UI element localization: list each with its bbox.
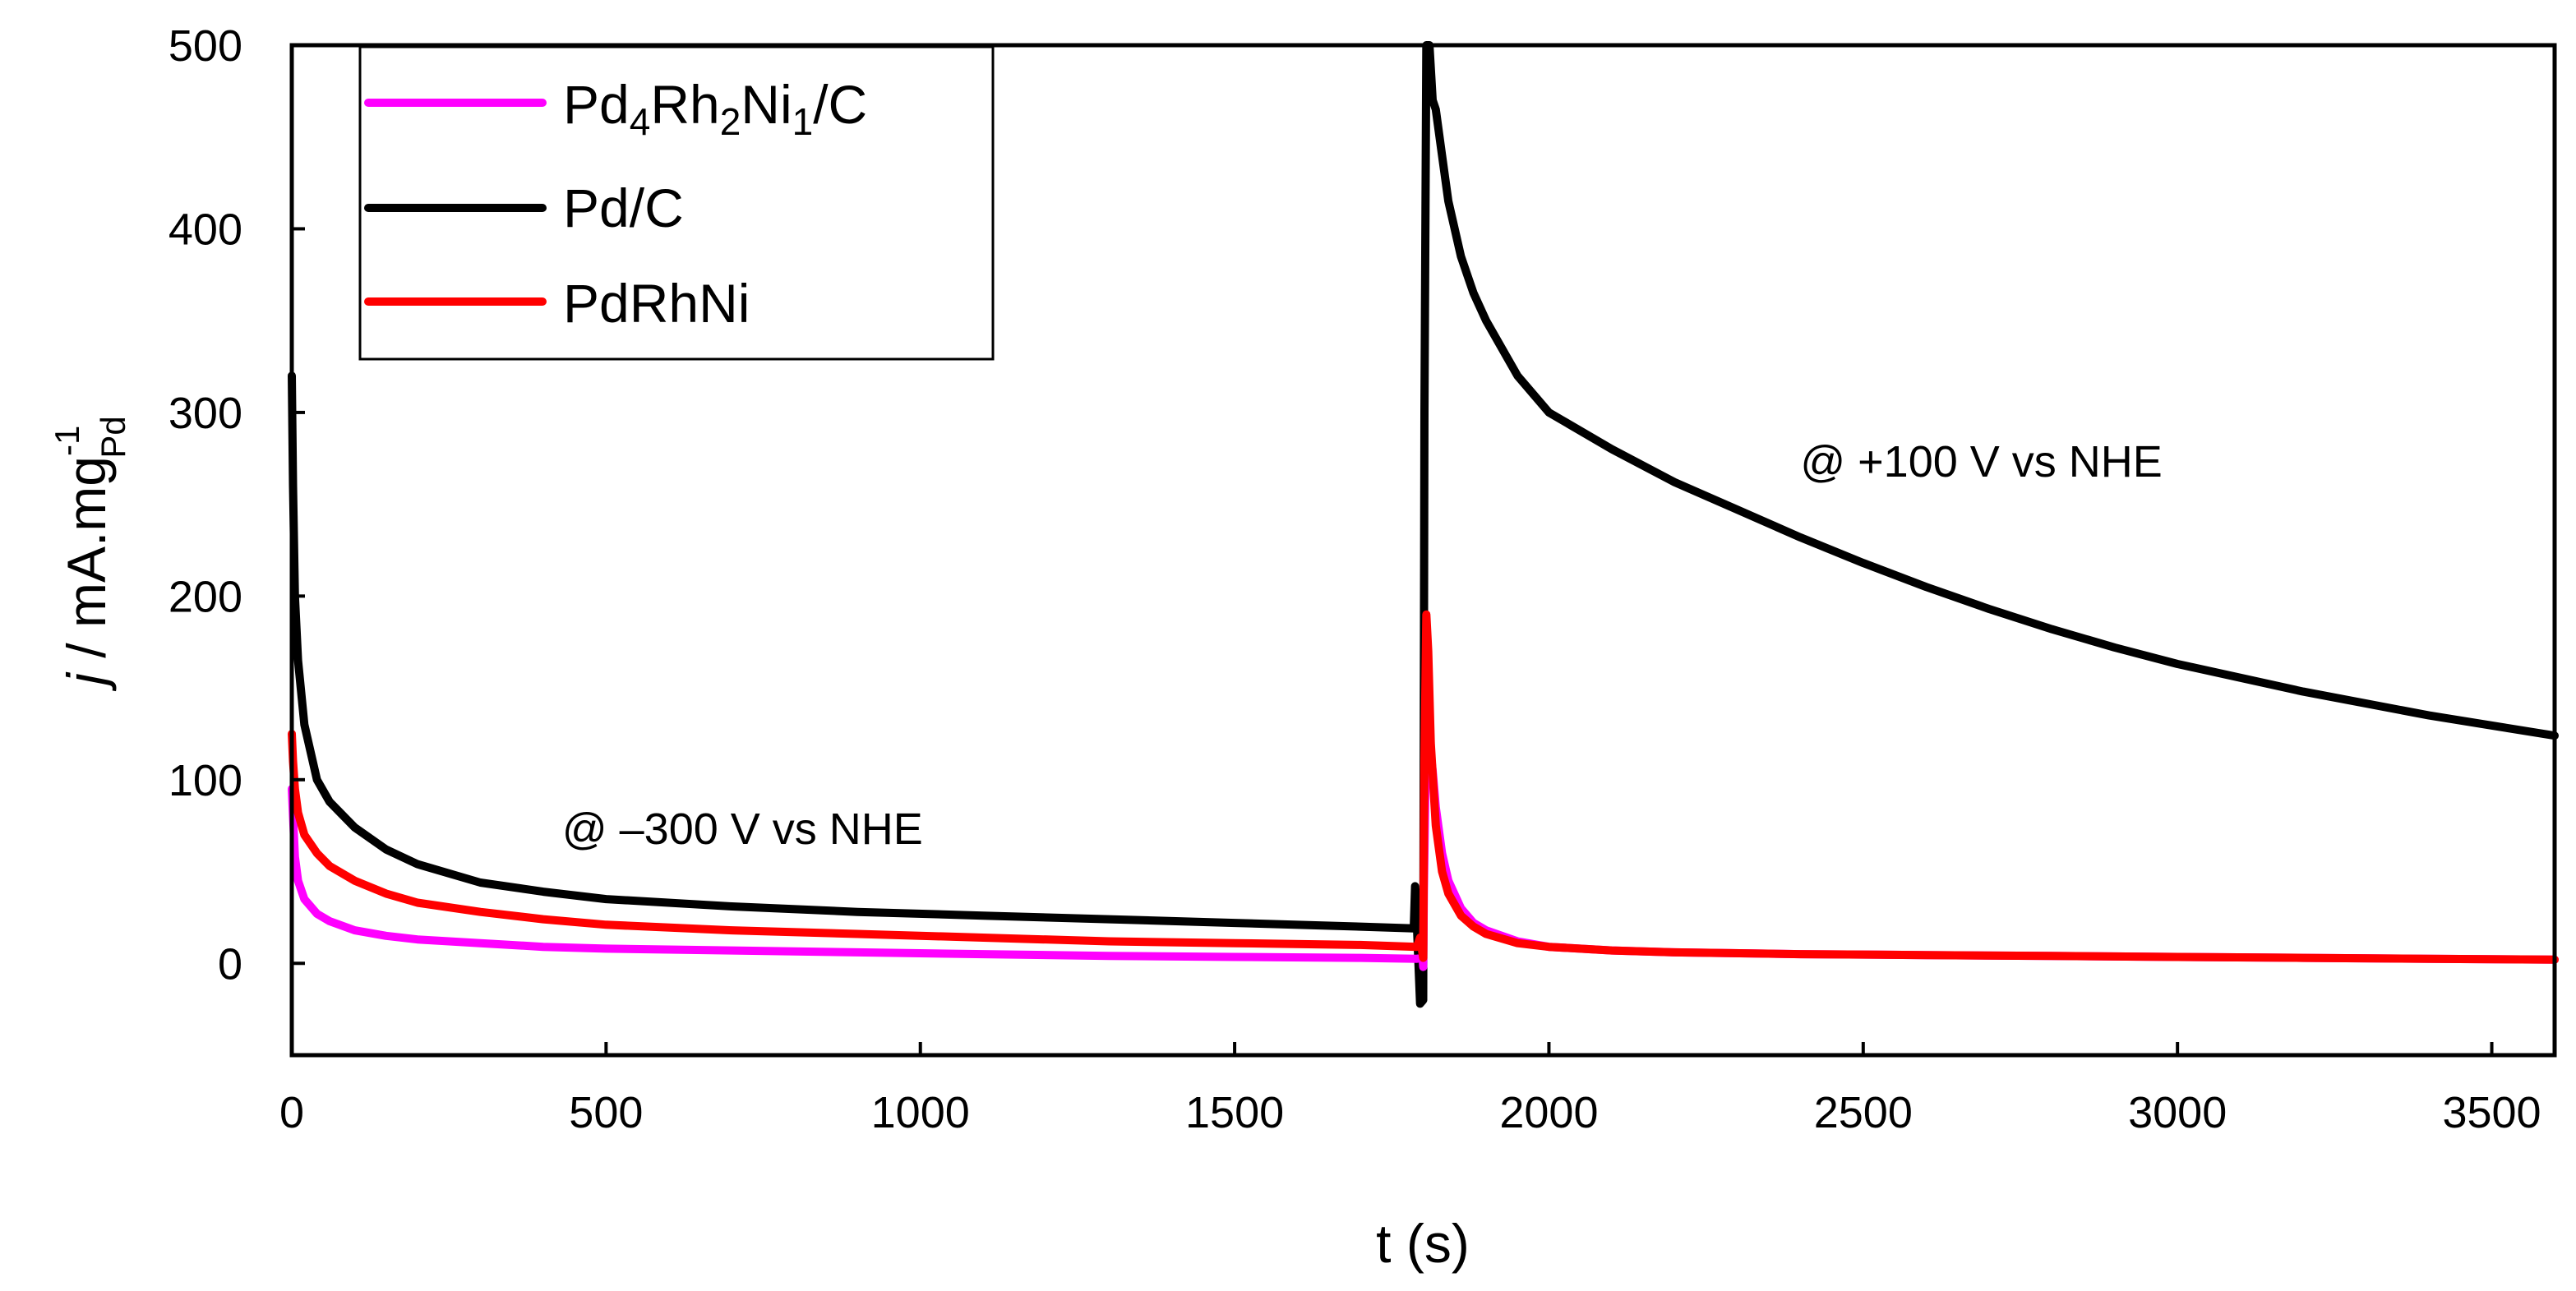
series-line-pdrhni	[288, 610, 2559, 964]
legend-label-subscript: 2	[720, 100, 741, 143]
legend-label-part: /C	[813, 74, 867, 135]
x-tick-label: 1500	[1185, 1088, 1284, 1137]
y-axis-title: j / mA.mg-1 Pd	[48, 416, 132, 691]
y-tick-label: 0	[218, 939, 242, 989]
y-axis-title-superscript: -1	[48, 426, 86, 456]
series-line-pd-c	[288, 41, 2559, 1008]
legend-label-part: Ni	[741, 74, 792, 135]
legend-label-pdrhni: PdRhNi	[563, 273, 750, 334]
x-tick-label: 2500	[1814, 1088, 1913, 1137]
y-axis-title-subscript: Pd	[94, 416, 132, 458]
x-tick-label: 0	[279, 1088, 304, 1137]
legend: Pd4Rh2Ni1/C Pd/C PdRhNi	[358, 45, 995, 361]
annotation-positive-potential: @ +100 V vs NHE	[1800, 437, 2163, 486]
x-tick-label: 2000	[1499, 1088, 1598, 1137]
y-axis-title-text: / mA.mg	[56, 456, 117, 673]
legend-label-part: Rh	[650, 74, 719, 135]
x-tick-label: 1000	[871, 1088, 970, 1137]
annotation-negative-potential: @ –300 V vs NHE	[562, 805, 923, 854]
y-tick-label: 400	[169, 205, 242, 254]
x-tick-label: 3000	[2128, 1088, 2227, 1137]
y-tick-label: 300	[169, 389, 242, 438]
legend-label-part: Pd	[563, 74, 630, 135]
legend-label-pd4rh2ni1-c: Pd4Rh2Ni1/C	[563, 74, 867, 143]
axes-layer: 0 500 1000 1500 2000 2500 3000 3500010020030040…	[169, 21, 2541, 1137]
y-tick-label: 200	[169, 572, 242, 621]
x-axis-title: t (s)	[1376, 1213, 1470, 1274]
legend-label-pd-c: Pd/C	[563, 178, 684, 238]
series-layer	[288, 41, 2559, 1008]
y-tick-label: 500	[169, 21, 242, 71]
plot-frame	[289, 43, 2557, 1058]
x-tick-label: 3500	[2442, 1088, 2541, 1137]
x-tick-label: 500	[569, 1088, 643, 1137]
legend-label-subscript: 4	[630, 100, 651, 143]
y-tick-label: 100	[169, 756, 242, 805]
legend-label-subscript: 1	[792, 100, 814, 143]
